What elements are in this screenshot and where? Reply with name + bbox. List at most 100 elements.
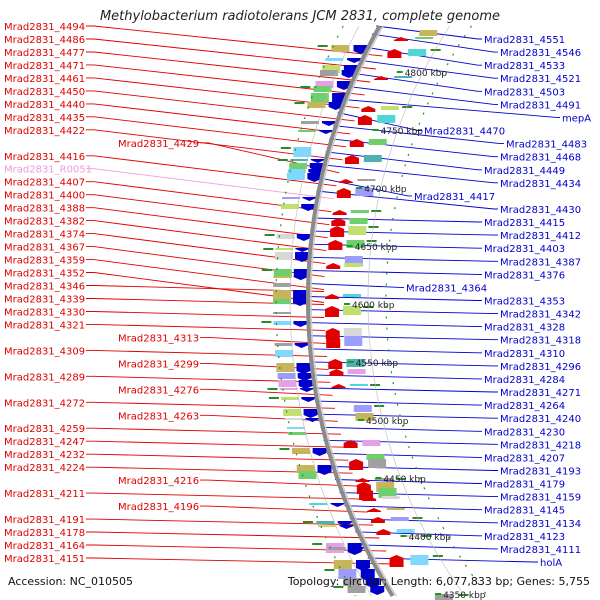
- left-leader-line: [86, 64, 365, 96]
- gc-track-mark: [317, 45, 328, 47]
- gc-track-mark: [268, 397, 279, 399]
- cog-track-mark: [362, 440, 381, 446]
- cog-track-mark: [307, 102, 326, 108]
- right-gene-label: Mrad2831_4207: [484, 453, 565, 464]
- right-gene-label: Mrad2831_4159: [500, 493, 581, 504]
- right-leader-line: [376, 25, 482, 40]
- left-leader-line: [86, 440, 345, 448]
- forward-gene-mark: [328, 240, 343, 250]
- right-leader-line: [334, 479, 482, 484]
- left-gene-label: Mrad2831_4486: [4, 35, 85, 46]
- cog-track-mark: [296, 465, 315, 473]
- right-leader-line: [355, 531, 482, 537]
- gc-track-mark: [263, 248, 274, 250]
- right-gene-label: Mrad2831_4179: [484, 480, 565, 491]
- forward-gene-mark: [336, 188, 351, 198]
- right-gene-label: Mrad2831_4123: [484, 532, 565, 543]
- cog-track-mark: [396, 529, 415, 533]
- right-leader-line: [310, 230, 498, 236]
- right-leader-line: [307, 256, 498, 262]
- gc-track-mark: [300, 86, 311, 88]
- cog-track-mark: [282, 197, 301, 199]
- forward-gene-mark: [325, 328, 340, 339]
- kbp-tick-label: 4450 kbp: [383, 475, 426, 485]
- left-leader-line: [200, 505, 368, 513]
- left-leader-line: [86, 401, 336, 409]
- cog-track-mark: [281, 397, 300, 400]
- right-gene-label: Mrad2831_4364: [406, 283, 487, 294]
- cog-track-mark: [346, 359, 365, 367]
- right-leader-line: [342, 98, 560, 118]
- left-leader-line: [86, 375, 331, 383]
- forward-gene-mark: [326, 336, 341, 348]
- reverse-gene-mark: [312, 448, 327, 456]
- kbp-ticks: 4800 kbp 4750 kbp 4700 kbp 4650 kbp 4600 kbp…: [344, 69, 486, 600]
- left-gene-label: Mrad2831_4407: [4, 178, 85, 189]
- left-leader-line: [86, 466, 353, 474]
- left-gene-label: Mrad2831_4471: [4, 61, 85, 72]
- right-gene-label: holA: [540, 558, 562, 569]
- cog-track-mark: [348, 226, 367, 235]
- reverse-gene-mark: [301, 397, 316, 402]
- cog-track-mark: [309, 503, 328, 505]
- cog-track-mark: [276, 234, 295, 239]
- backbone-arc: [306, 25, 395, 598]
- reverse-gene-mark: [293, 321, 308, 327]
- gc-track-mark: [264, 234, 275, 236]
- right-leader-line: [347, 85, 498, 105]
- right-gene-label: Mrad2831_4546: [500, 48, 581, 59]
- right-leader-line: [358, 59, 498, 79]
- reverse-gene-mark: [293, 299, 308, 306]
- cog-track-mark: [273, 283, 292, 287]
- left-gene-label: Mrad2831_4339: [4, 295, 85, 306]
- reverse-gene-mark: [321, 121, 336, 126]
- forward-gene-mark: [367, 508, 382, 512]
- right-gene-label: Mrad2831_4240: [500, 414, 581, 425]
- right-gene-label: Mrad2831_4521: [500, 74, 581, 85]
- right-gene-label: Mrad2831_4271: [500, 388, 581, 399]
- gc-track-mark: [421, 535, 432, 537]
- left-gene-label: Mrad2831_4178: [4, 528, 85, 539]
- outer-ring: [367, 25, 466, 597]
- left-gene-label: Mrad2831_4299: [118, 359, 199, 370]
- cog-track-mark: [293, 147, 312, 157]
- cog-track-mark: [386, 508, 405, 510]
- left-leader-line: [200, 336, 326, 344]
- right-gene-label: Mrad2831_4376: [484, 270, 565, 281]
- right-leader-line: [333, 125, 504, 145]
- right-leader-line: [306, 269, 482, 275]
- cog-track-mark: [325, 58, 344, 61]
- cog-track-mark: [322, 65, 341, 73]
- left-gene-label: Mrad2831_4494: [4, 22, 85, 33]
- left-leader-line: [86, 181, 332, 213]
- cog-track-mark: [298, 471, 317, 479]
- left-gene-label: Mrad2831_4289: [4, 372, 85, 383]
- cog-track-mark: [275, 252, 293, 260]
- reverse-gene-mark: [370, 586, 385, 595]
- left-gene-label: Mrad2831_4164: [4, 541, 85, 552]
- forward-gene-mark: [330, 226, 345, 237]
- gc-track-mark: [279, 448, 290, 450]
- forward-gene-mark: [338, 179, 353, 183]
- cog-track-mark: [315, 81, 334, 88]
- left-leader-line: [86, 285, 325, 292]
- right-gene-label: Mrad2831_4310: [484, 349, 565, 360]
- cog-track-mark: [410, 555, 429, 565]
- left-gene-label: Mrad2831_4440: [4, 100, 85, 111]
- right-gene-label: Mrad2831_4284: [484, 375, 565, 386]
- cog-track-mark: [338, 569, 357, 579]
- forward-gene-mark: [329, 369, 344, 376]
- forward-gene-mark: [331, 218, 346, 226]
- left-leader-line: [86, 207, 328, 239]
- right-gene-label: Mrad2831_4470: [424, 127, 505, 138]
- right-gene-label: Mrad2831_4353: [484, 297, 565, 308]
- right-gene-label: Mrad2831_4264: [484, 401, 565, 412]
- reverse-gene-mark: [317, 465, 332, 475]
- right-gene-label: Mrad2831_4328: [484, 323, 565, 334]
- left-leader-line: [86, 103, 351, 135]
- cog-track-mark: [408, 49, 427, 56]
- right-leader-line: [371, 33, 498, 53]
- cog-track-mark: [349, 384, 368, 386]
- cog-track-mark: [343, 306, 361, 315]
- reverse-gene-mark: [339, 525, 354, 529]
